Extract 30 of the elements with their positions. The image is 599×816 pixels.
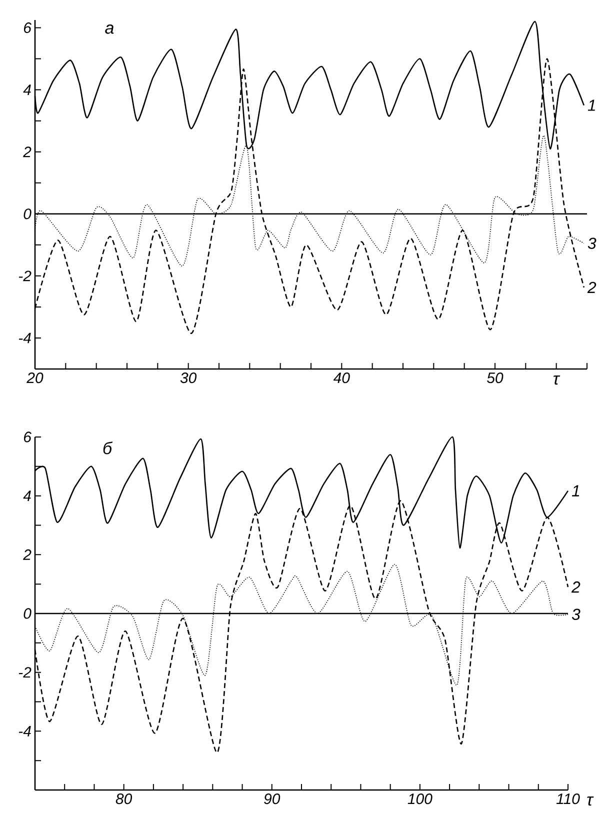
y-tick-label: -4: [18, 332, 31, 344]
y-tick-label: 6: [24, 22, 32, 34]
y-tick-label: -4: [18, 726, 31, 736]
x-axis-title: τ: [554, 376, 560, 385]
y-tick-label: 4: [23, 490, 31, 501]
series-label: 1: [588, 100, 595, 111]
x-tick-label: 80: [116, 794, 132, 804]
y-tick-label: 2: [23, 146, 32, 158]
x-tick-label: 50: [486, 372, 504, 384]
x-tick-label: 40: [333, 372, 350, 384]
series-label: 3: [588, 238, 596, 250]
y-tick-label: -2: [18, 667, 32, 678]
x-tick-label: 100: [408, 794, 432, 804]
y-tick-label: 6: [24, 432, 32, 442]
series-label: 1: [572, 485, 580, 496]
y-tick-label: -2: [18, 270, 32, 282]
series-label: 2: [571, 581, 580, 593]
y-tick-label: 4: [23, 84, 31, 95]
x-tick-label: 20: [26, 372, 44, 384]
chart-title: а: [105, 24, 114, 34]
y-tick-label: 0: [24, 608, 32, 619]
x-tick-label: 90: [264, 794, 280, 804]
chart-title: б: [103, 442, 113, 454]
y-tick-label: 2: [23, 549, 32, 560]
series-label: 2: [587, 282, 596, 293]
y-tick-label: 0: [24, 208, 32, 220]
x-tick-label: 30: [180, 372, 197, 384]
x-axis-title: τ: [587, 796, 594, 806]
x-tick-label: 110: [556, 794, 580, 804]
series-label: 3: [572, 608, 580, 620]
